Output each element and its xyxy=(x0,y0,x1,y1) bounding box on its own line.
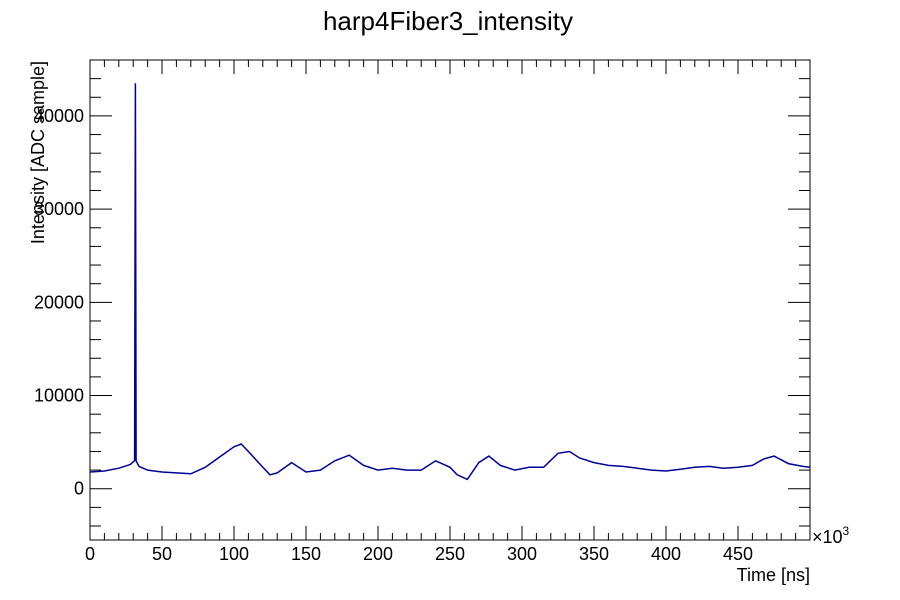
y-tick-label: 30000 xyxy=(34,199,84,219)
x-tick-label: 150 xyxy=(291,544,321,564)
x-axis-label: Time [ns] xyxy=(737,565,810,585)
x-tick-label: 300 xyxy=(507,544,537,564)
x-tick-label: 200 xyxy=(363,544,393,564)
x-tick-label: 350 xyxy=(579,544,609,564)
series-group xyxy=(89,83,811,481)
x-tick-label: 0 xyxy=(85,544,95,564)
x-axis-ticks: 0 50 100 150 200 250 300 350 400 450 xyxy=(85,60,811,564)
x-tick-label: 50 xyxy=(152,544,172,564)
y-tick-label: 20000 xyxy=(34,292,84,312)
y-tick-label: 0 xyxy=(74,479,84,499)
x-tick-label: 100 xyxy=(219,544,249,564)
y-tick-label: 10000 xyxy=(34,386,84,406)
x-axis-multiplier: ×103 xyxy=(812,524,850,547)
y-axis-ticks: 0 10000 20000 30000 40000 xyxy=(34,59,810,527)
y-axis-label: Intensity [ADC sample] xyxy=(28,61,48,244)
x-tick-label: 250 xyxy=(435,544,465,564)
x-tick-label: 450 xyxy=(723,544,753,564)
y-tick-label: 40000 xyxy=(34,106,84,126)
x-tick-label: 400 xyxy=(651,544,681,564)
chart-title: harp4Fiber3_intensity xyxy=(323,6,573,36)
series-line xyxy=(89,83,811,481)
